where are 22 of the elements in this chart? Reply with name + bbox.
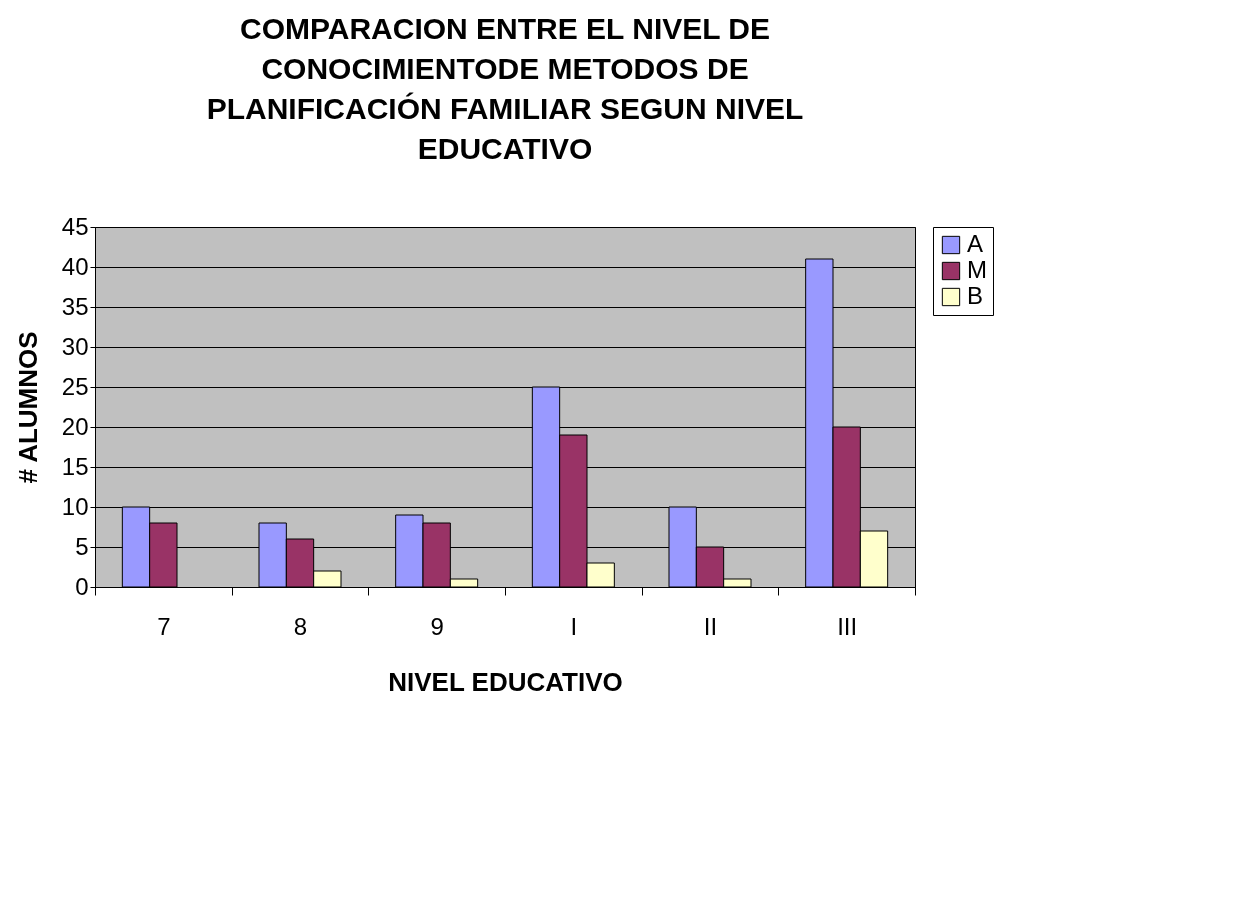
y-tick-label: 0	[75, 572, 89, 600]
y-tick-label: 45	[61, 212, 89, 240]
chart-title: COMPARACION ENTRE EL NIVEL DE CONOCIMIENTODE METODOS DE PLANIFICACIÓN FAMILIAR SEGUN NIVEL EDUCATIVO	[206, 12, 804, 165]
y-tick-label: 5	[75, 532, 89, 560]
x-tick-label: 9	[430, 612, 444, 640]
y-tick-label: 15	[61, 452, 89, 480]
x-axis-title: NIVEL EDUCATIVO	[388, 666, 623, 697]
y-tick-label: 40	[61, 252, 89, 280]
x-tick-label: III	[837, 612, 858, 640]
x-tick-label: 7	[157, 612, 171, 640]
legend-label: A	[967, 230, 984, 257]
x-tick-label: 8	[293, 612, 308, 640]
x-tick-label: II	[703, 612, 718, 640]
legend-label: M	[967, 256, 987, 283]
y-tick-label: 35	[61, 292, 89, 320]
y-tick-label: 30	[61, 332, 89, 360]
y-axis-title: # ALUMNOS	[12, 331, 43, 484]
y-tick-label: 10	[61, 492, 89, 520]
y-tick-label: 25	[61, 372, 89, 400]
legend-label: B	[967, 282, 984, 309]
y-tick-label: 20	[61, 412, 89, 440]
x-tick-label: I	[570, 612, 578, 640]
